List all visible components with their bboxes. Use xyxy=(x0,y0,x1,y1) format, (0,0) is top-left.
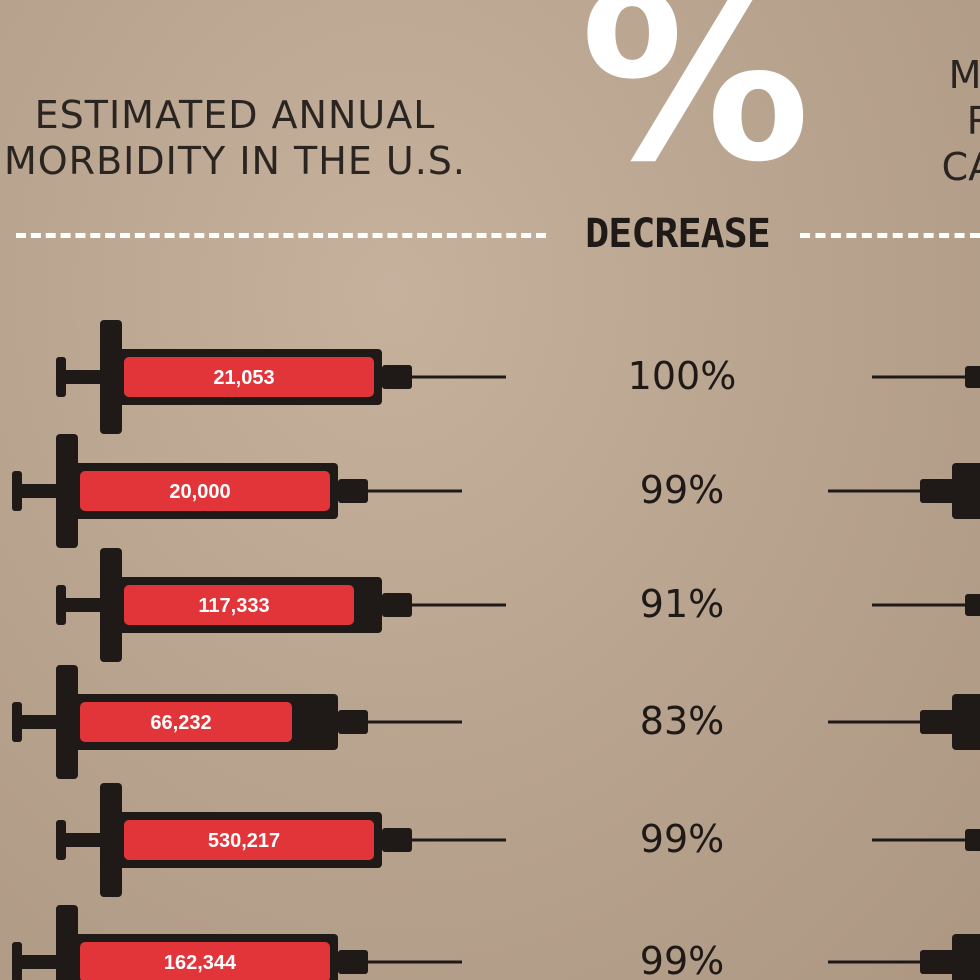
syringe-plunger-thumb xyxy=(56,820,66,860)
morbidity-value: 20,000 xyxy=(169,481,230,503)
syringe-hub xyxy=(382,593,412,617)
decrease-label: DECREASE xyxy=(585,211,771,257)
percent-decrease: 100% xyxy=(628,354,737,398)
syringe-plunger-thumb xyxy=(12,471,22,511)
morbidity-value: 162,344 xyxy=(164,952,237,974)
syringe-fill xyxy=(80,942,330,980)
syringe-plunger-thumb xyxy=(56,585,66,625)
right-syringe-barrel xyxy=(952,463,980,519)
syringe-hub xyxy=(382,365,412,389)
syringe-plunger-rod xyxy=(64,370,100,384)
syringe-plunger-rod xyxy=(20,484,56,498)
syringe-needle xyxy=(368,720,462,724)
header-right-line1: MO xyxy=(948,53,980,97)
header-right-cropped: MO R CAS xyxy=(880,52,980,190)
right-syringe-needle xyxy=(828,960,920,964)
syringe-hub xyxy=(338,710,368,734)
syringe-row: 117,333 91% xyxy=(56,548,980,662)
syringe-fill xyxy=(80,471,330,511)
right-syringe-hub xyxy=(965,594,980,616)
header-right-line3: CAS xyxy=(941,145,980,189)
syringe-flange xyxy=(56,665,78,779)
dashed-divider-right xyxy=(800,233,980,238)
header-left-line1: ESTIMATED ANNUAL xyxy=(34,93,436,137)
syringe-plunger-rod xyxy=(64,598,100,612)
syringe-fill xyxy=(80,702,292,742)
right-syringe-needle xyxy=(872,838,968,842)
syringe-needle xyxy=(412,603,506,607)
syringe-row: 530,217 99% xyxy=(56,783,980,897)
right-syringe-hub xyxy=(920,950,956,974)
syringe-flange xyxy=(100,783,122,897)
syringe-needle xyxy=(368,960,462,964)
syringe-flange xyxy=(56,434,78,548)
syringe-plunger-rod xyxy=(20,715,56,729)
syringe-flange xyxy=(100,320,122,434)
syringe-needle xyxy=(368,489,462,493)
right-syringe-hub xyxy=(920,710,956,734)
syringe-needle xyxy=(412,375,506,379)
dashed-divider-left xyxy=(16,233,546,238)
percent-decrease: 99% xyxy=(640,468,724,512)
percent-decrease: 99% xyxy=(640,817,724,861)
percent-decrease: 83% xyxy=(640,699,724,743)
right-syringe-needle xyxy=(828,489,920,493)
right-syringe-needle xyxy=(872,375,968,379)
morbidity-value: 21,053 xyxy=(213,367,274,389)
syringe-row: 162,344 99% xyxy=(12,905,980,980)
right-syringe-barrel xyxy=(952,934,980,980)
syringe-plunger-thumb xyxy=(56,357,66,397)
syringe-row: 21,053 100% xyxy=(56,320,980,434)
syringe-flange xyxy=(100,548,122,662)
header-estimated-morbidity: ESTIMATED ANNUAL MORBIDITY IN THE U.S. xyxy=(0,92,470,184)
right-syringe-hub xyxy=(965,366,980,388)
syringe-plunger-thumb xyxy=(12,702,22,742)
syringe-hub xyxy=(382,828,412,852)
syringe-row: 66,232 83% xyxy=(12,665,980,779)
right-syringe-needle xyxy=(872,603,968,607)
morbidity-value: 66,232 xyxy=(150,712,211,734)
percent-decrease: 91% xyxy=(640,582,724,626)
syringe-plunger-rod xyxy=(20,955,56,969)
syringe-row: 20,000 99% xyxy=(12,434,980,548)
percent-sign: % xyxy=(580,0,811,213)
syringe-hub xyxy=(338,950,368,974)
syringe-needle xyxy=(412,838,506,842)
syringe-fill xyxy=(124,820,374,860)
morbidity-value: 117,333 xyxy=(198,595,269,617)
syringe-fill xyxy=(124,357,374,397)
right-syringe-needle xyxy=(828,720,920,724)
syringe-fill xyxy=(124,585,354,625)
syringe-plunger-rod xyxy=(64,833,100,847)
header-left-line2: MORBIDITY IN THE U.S. xyxy=(3,139,467,183)
header-right-line2: R xyxy=(880,98,980,144)
right-syringe-barrel xyxy=(952,694,980,750)
right-syringe-hub xyxy=(920,479,956,503)
morbidity-value: 530,217 xyxy=(208,830,280,852)
syringe-plunger-thumb xyxy=(12,942,22,980)
syringe-hub xyxy=(338,479,368,503)
percent-decrease: 99% xyxy=(640,939,724,980)
right-syringe-hub xyxy=(965,829,980,851)
